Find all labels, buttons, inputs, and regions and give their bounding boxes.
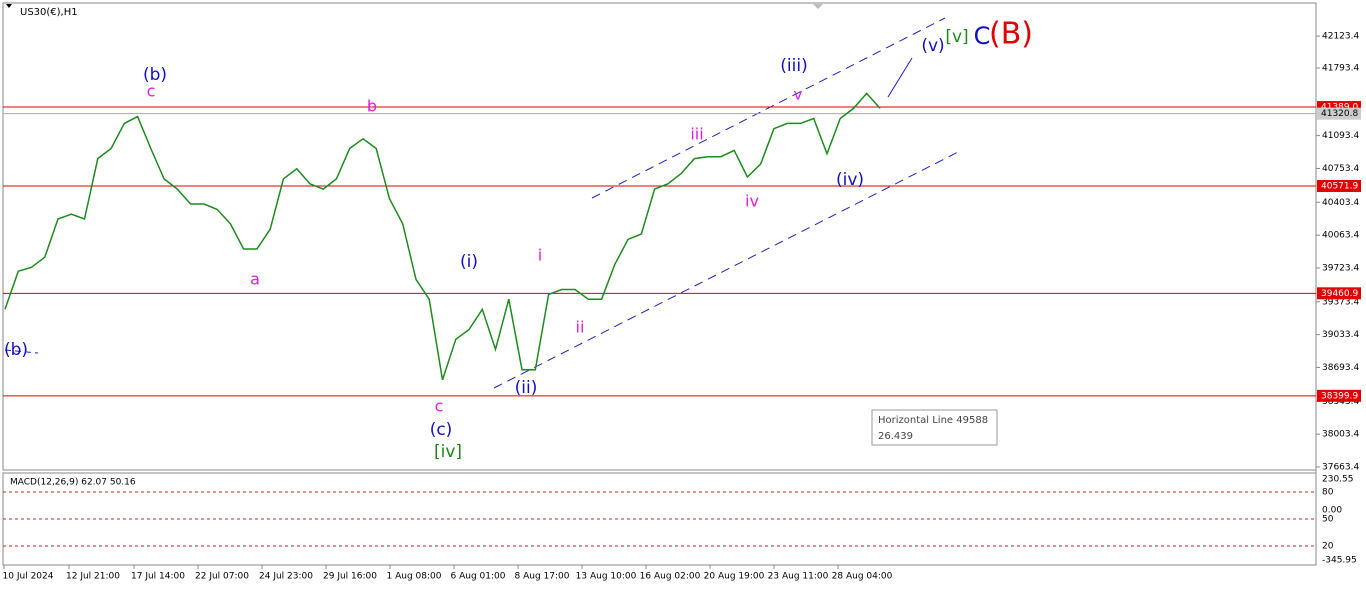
wave-label: (B) (989, 17, 1033, 52)
trend-channel (493, 149, 963, 389)
wave-label: iii (690, 125, 703, 144)
shift-marker (813, 4, 823, 9)
wave-label: (iii) (780, 56, 807, 76)
x-tick-label: 1 Aug 08:00 (387, 572, 442, 582)
x-tick-label: 22 Jul 07:00 (195, 572, 249, 582)
macd-tick-label: 0.00 (1322, 506, 1342, 516)
level-tag (1317, 179, 1361, 192)
x-tick-label: 16 Aug 02:00 (640, 572, 701, 582)
wave-label: (iv) (836, 170, 864, 190)
y-tick-label: 38693.4 (1322, 363, 1359, 373)
wave-label: (b) (4, 340, 28, 360)
wave-label: v (794, 86, 803, 104)
tooltip: Horizontal Line 49588 26.439 (871, 409, 998, 446)
y-tick-label: 39033.4 (1322, 330, 1359, 340)
x-tick-label: 29 Jul 16:00 (323, 572, 377, 582)
y-tick-label: 42123.4 (1322, 32, 1359, 42)
y-tick-label: 37663.4 (1322, 462, 1359, 472)
wave-label: [v] (945, 27, 968, 47)
y-tick-label: 40753.4 (1322, 164, 1359, 174)
price-label: 41320.8 (1321, 109, 1358, 119)
macd-tick-label: -345.95 (1322, 556, 1357, 566)
x-tick-label: 24 Jul 23:00 (259, 572, 313, 582)
trend-channel (4, 349, 39, 354)
y-tick-label: 39373.4 (1322, 297, 1359, 307)
level-tag (1317, 287, 1361, 300)
level-label: 38399.9 (1321, 391, 1358, 401)
x-tick-label: 6 Aug 01:00 (451, 572, 506, 582)
projection-line (887, 57, 913, 98)
tooltip-title: Horizontal Line 49588 (878, 415, 988, 426)
wave-label: (i) (460, 252, 478, 272)
y-tick-label: 40403.4 (1322, 198, 1359, 208)
wave-label: (ii) (515, 378, 538, 398)
level-label: 41389.0 (1321, 103, 1358, 113)
wave-label: iv (745, 192, 759, 211)
macd-levels (3, 491, 1316, 547)
x-tick-label: 23 Aug 11:00 (768, 572, 829, 582)
wave-label: C (974, 22, 991, 50)
x-tick-label: 17 Jul 14:00 (131, 572, 185, 582)
menu-icon[interactable] (6, 4, 12, 8)
level-label: 39460.9 (1321, 289, 1358, 299)
y-tick-label: 38003.4 (1322, 430, 1359, 440)
price-tag (1317, 107, 1361, 120)
x-tick-label: 28 Aug 04:00 (832, 572, 893, 582)
wave-label: ii (576, 318, 585, 337)
level-label: 40571.9 (1321, 181, 1358, 191)
chart-title: US30(€),H1 (20, 7, 78, 18)
trend-channel (591, 17, 946, 199)
level-tag (1317, 389, 1361, 402)
macd-tick-label: 80 (1322, 488, 1334, 498)
x-tick-label: 13 Aug 10:00 (576, 572, 637, 582)
wave-label: c (435, 397, 444, 416)
wave-label: b (367, 97, 377, 116)
macd-tick-label: 230.55 (1322, 475, 1354, 485)
price-line (4, 92, 881, 381)
y-tick-label: 39723.4 (1322, 263, 1359, 273)
macd-title: MACD(12,26,9) 62.07 50.16 (10, 478, 136, 488)
wave-label: [iv] (434, 442, 462, 462)
wave-label: (v) (921, 36, 944, 56)
x-tick-label: 10 Jul 2024 (3, 572, 54, 582)
wave-label: a (250, 270, 260, 289)
wave-label: c (147, 82, 156, 101)
wave-label: i (538, 246, 542, 265)
macd-tick-label: 20 (1322, 542, 1334, 552)
x-tick-label: 8 Aug 17:00 (515, 572, 570, 582)
wave-label: (b) (143, 65, 167, 85)
price-panel (2, 2, 1317, 471)
x-tick-label: 20 Aug 19:00 (704, 572, 765, 582)
y-tick-label: 41093.4 (1322, 131, 1359, 141)
y-tick-label: 40063.4 (1322, 231, 1359, 241)
macd-tick-label: 50 (1322, 515, 1334, 525)
wave-label: (c) (430, 420, 453, 440)
x-tick-label: 12 Jul 21:00 (66, 572, 120, 582)
y-tick-label: 41793.4 (1322, 63, 1359, 73)
tooltip-value: 26.439 (878, 431, 913, 442)
